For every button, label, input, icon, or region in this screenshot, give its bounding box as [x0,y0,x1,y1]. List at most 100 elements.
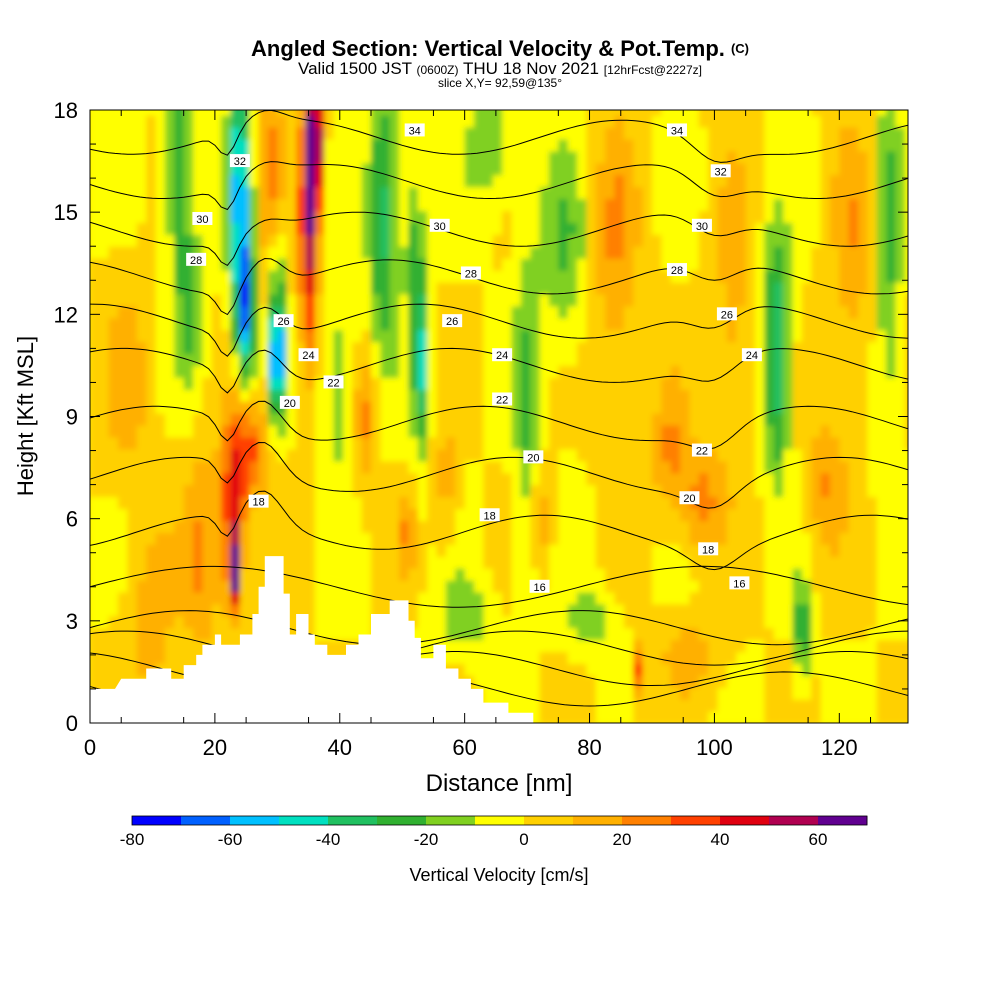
velocity-cell [427,603,438,617]
velocity-cell [745,520,756,533]
velocity-cell [258,556,269,569]
velocity-cell [904,699,908,712]
velocity-cell [492,293,503,307]
velocity-cell [296,377,307,390]
velocity-cell [118,341,129,355]
velocity-cell [886,496,897,510]
velocity-cell [904,270,908,283]
velocity-cell [614,579,625,593]
velocity-cell [399,115,410,128]
velocity-cell [755,520,765,533]
velocity-cell [858,532,869,545]
velocity-cell [745,377,756,390]
velocity-cell [708,436,719,450]
velocity-cell [520,377,531,390]
velocity-cell [820,110,831,116]
velocity-cell [651,246,662,259]
velocity-cell [726,329,737,343]
velocity-cell [839,699,850,712]
velocity-cell [867,687,878,700]
velocity-cell [867,448,878,462]
velocity-cell [801,591,812,605]
velocity-cell [558,186,569,200]
velocity-cell [661,472,672,486]
velocity-cell [211,150,222,164]
velocity-cell [801,472,812,486]
velocity-cell [193,436,203,450]
velocity-cell [801,496,812,510]
velocity-cell [108,246,119,259]
velocity-cell [895,305,906,319]
velocity-cell [118,436,129,450]
velocity-cell [239,532,250,545]
velocity-cell [586,377,597,390]
velocity-cell [361,138,372,152]
velocity-cell [511,115,522,128]
velocity-cell [633,496,644,510]
velocity-cell [792,699,803,712]
velocity-cell [773,127,784,140]
velocity-cell [736,591,747,605]
velocity-cell [698,711,709,723]
velocity-cell [680,353,691,367]
velocity-cell [651,115,662,128]
velocity-cell [90,377,100,390]
velocity-cell [689,413,700,426]
velocity-cell [90,425,100,438]
velocity-cell [445,329,456,343]
velocity-cell [755,568,765,581]
velocity-cell [511,413,522,426]
velocity-cell [567,270,578,283]
velocity-cell [764,460,775,474]
contour-label-bg [442,314,463,328]
velocity-cell [670,174,681,188]
velocity-cell [324,436,335,450]
velocity-cell [904,222,908,235]
valid-date: THU 18 Nov 2021 [462,59,600,78]
velocity-cell [820,520,831,533]
velocity-cell [417,472,428,486]
velocity-cell [108,472,119,486]
velocity-cell [577,484,588,498]
velocity-cell [829,556,840,569]
velocity-cell [680,110,691,116]
velocity-cell [445,210,456,223]
velocity-cell [530,270,541,283]
velocity-cell [183,186,194,200]
velocity-cell [530,663,541,676]
velocity-cell [736,627,747,641]
velocity-cell [773,603,784,617]
x-tick-label: 100 [696,735,733,760]
velocity-cell [623,246,634,259]
velocity-cell [164,651,175,665]
velocity-cell [108,425,119,438]
velocity-cell [577,687,588,700]
velocity-cell [267,305,278,319]
velocity-cell [614,365,625,378]
velocity-cell [558,591,569,605]
velocity-cell [792,520,803,533]
velocity-cell [464,436,475,450]
chart-title: Angled Section: Vertical Velocity & Pot.… [0,36,1000,62]
velocity-cell [164,579,175,593]
velocity-cell [567,341,578,355]
velocity-cell [745,389,756,402]
velocity-cell [249,556,260,569]
velocity-cell [427,377,438,390]
velocity-cell [736,281,747,295]
isentrope-34 [90,110,908,163]
velocity-cell [436,568,447,581]
contour-label-bg [460,266,481,280]
contour-label-text: 26 [446,316,458,328]
velocity-cell [108,110,119,116]
velocity-cell [755,460,765,474]
velocity-cell [427,127,438,140]
velocity-cell [605,115,616,128]
velocity-cell [389,508,400,521]
velocity-cell [174,198,185,212]
velocity-cell [380,110,391,116]
velocity-cell [642,484,653,498]
velocity-cell [427,425,438,438]
velocity-cell [342,377,353,390]
velocity-cell [474,377,484,390]
